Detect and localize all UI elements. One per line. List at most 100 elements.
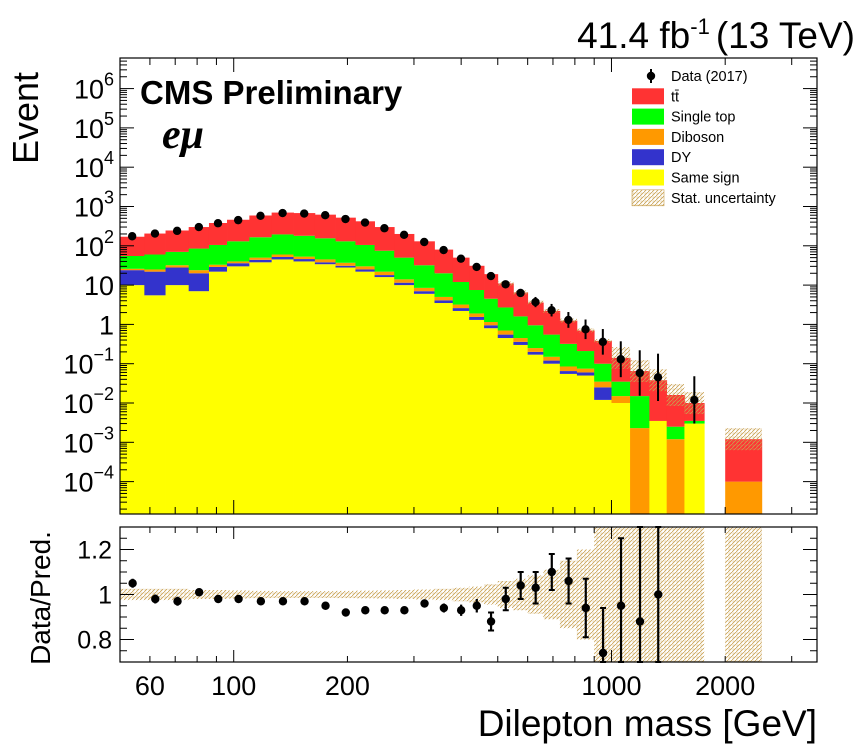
data-point-7 <box>278 208 287 218</box>
channel-label: eμ <box>162 112 204 158</box>
ratio-y-tick-label-2: 1.2 <box>77 537 112 565</box>
ratio-point-4 <box>214 594 223 604</box>
bar-ttbar-2 <box>165 230 190 252</box>
main-y-tick-label-1: 10−3 <box>63 423 114 458</box>
ratio-uncertainty-25 <box>594 527 612 662</box>
bar-diboson-20 <box>513 338 529 342</box>
bar-ttbar-10 <box>335 217 356 242</box>
ratio-y-tick-label-1: 1 <box>98 582 112 610</box>
experiment-label: CMS Preliminary <box>140 74 403 111</box>
ratio-uncertainty-16 <box>452 587 470 602</box>
bar-same-sign-8 <box>293 261 316 514</box>
bar-single-top-9 <box>314 238 336 260</box>
ratio-uncertainty-8 <box>293 591 315 598</box>
bar-single-top-3 <box>188 248 210 271</box>
ratio-point-24 <box>581 603 590 613</box>
data-point-11 <box>360 218 370 227</box>
bar-single-top-22 <box>543 334 561 357</box>
main-y-tick-label-9: 105 <box>74 109 114 144</box>
bar-diboson-11 <box>355 266 375 270</box>
bar-single-top-7 <box>271 234 294 255</box>
data-point-28 <box>653 373 663 382</box>
bar-single-top-29 <box>666 426 685 440</box>
ratio-uncertainty-18 <box>484 584 498 605</box>
bar-dy-23 <box>559 371 578 374</box>
ratio-point-17 <box>472 601 481 610</box>
bar-ttbar-11 <box>355 221 375 245</box>
bar-single-top-24 <box>576 351 595 369</box>
bar-dy-6 <box>249 259 273 263</box>
bar-dy-24 <box>576 372 595 376</box>
legend: Data (2017) tt̄ Single top Diboson DY Same si… <box>631 69 777 207</box>
bar-single-top-0 <box>120 256 145 269</box>
x-tick-label-0: 60 <box>135 671 165 701</box>
bar-diboson-6 <box>249 257 273 260</box>
data-point-3 <box>194 222 204 232</box>
bar-single-top-1 <box>144 254 166 270</box>
bar-dy-18 <box>484 325 499 329</box>
bar-single-top-13 <box>394 257 415 280</box>
bar-ttbar-6 <box>249 215 273 238</box>
ratio-point-3 <box>194 588 204 597</box>
bar-single-top-5 <box>227 241 250 262</box>
bar-diboson-25 <box>594 381 612 388</box>
ratio-uncertainty-15 <box>434 588 453 601</box>
data-point-22 <box>547 305 556 315</box>
ratio-point-6 <box>256 597 266 606</box>
uncertainty-band-32 <box>725 428 762 451</box>
bar-same-sign-5 <box>227 266 250 514</box>
bar-same-sign-0 <box>120 285 145 514</box>
ratio-point-25 <box>598 648 608 658</box>
bar-same-sign-6 <box>249 262 273 514</box>
ratio-point-11 <box>361 606 370 615</box>
bar-diboson-17 <box>469 313 485 317</box>
bar-ttbar-16 <box>452 257 470 282</box>
ratio-uncertainty-5 <box>227 590 250 599</box>
bar-single-top-23 <box>559 343 578 367</box>
bar-diboson-16 <box>452 304 470 309</box>
bar-dy-14 <box>413 291 435 294</box>
legend-swatch-5 <box>632 169 664 186</box>
bar-dy-1 <box>144 271 166 296</box>
bar-diboson-13 <box>394 279 415 283</box>
ratio-point-2 <box>173 597 182 606</box>
bar-dy-25 <box>594 387 612 400</box>
main-y-tick-label-3: 10−1 <box>63 345 114 380</box>
bar-ttbar-20 <box>513 292 529 317</box>
ratio-uncertainty-14 <box>413 589 435 600</box>
ratio-point-27 <box>635 617 645 626</box>
bar-diboson-32 <box>725 481 763 514</box>
bar-single-top-16 <box>452 281 470 305</box>
main-frame <box>119 57 818 515</box>
ratio-points-layer <box>128 526 663 663</box>
bar-same-sign-19 <box>497 338 514 514</box>
data-point-20 <box>516 288 525 298</box>
ratio-point-7 <box>278 597 288 606</box>
bar-same-sign-26 <box>611 403 631 514</box>
legend-swatch-2 <box>632 108 664 125</box>
data-point-18 <box>486 271 496 281</box>
data-layer <box>127 208 699 424</box>
main-y-tick-label-5: 10 <box>84 271 114 301</box>
bar-single-top-21 <box>527 325 544 349</box>
data-point-1 <box>150 229 160 238</box>
ratio-uncertainty-22 <box>543 569 560 620</box>
bar-diboson-23 <box>559 366 578 372</box>
ratio-uncertainty-2 <box>165 588 189 601</box>
bar-dy-9 <box>314 262 336 265</box>
bar-diboson-2 <box>165 265 190 268</box>
x-axis-title: Dilepton mass [GeV] <box>478 703 817 744</box>
bar-ttbar-24 <box>576 330 595 352</box>
ratio-point-26 <box>616 601 626 610</box>
bar-same-sign-22 <box>543 363 561 514</box>
ratio-point-21 <box>531 583 540 592</box>
bar-single-top-10 <box>335 241 356 263</box>
bar-same-sign-30 <box>684 423 705 514</box>
legend-label-5: Same sign <box>671 171 740 187</box>
bar-diboson-26 <box>611 396 631 404</box>
main-y-tick-label-4: 1 <box>99 310 114 340</box>
main-y-tick-label-8: 104 <box>74 148 114 183</box>
data-point-16 <box>456 254 466 263</box>
lumi-label: 41.4 fb-1 (13 TeV) <box>577 14 855 56</box>
bar-single-top-27 <box>630 396 650 429</box>
